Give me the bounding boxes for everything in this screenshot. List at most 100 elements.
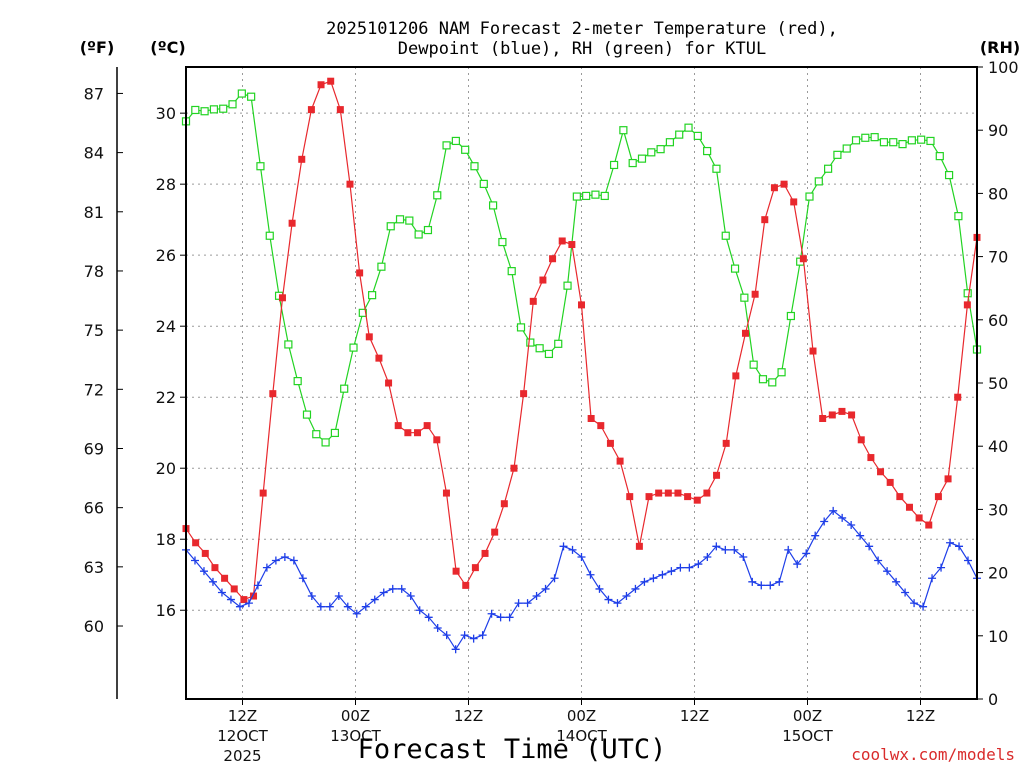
data-point [619,126,628,135]
celsius-tick-label: 18 [156,530,176,549]
data-point [770,184,778,192]
data-point [857,436,865,444]
data-point [749,360,758,369]
data-point [780,180,788,188]
data-point [221,574,229,582]
credit-text: coolwx.com/models [851,745,1015,764]
data-point [397,584,406,593]
data-point [219,104,228,113]
data-point [582,191,591,201]
rh-tick-label: 100 [988,58,1019,77]
data-point [586,570,595,579]
data-point [423,225,433,235]
data-point [917,135,926,144]
data-point [541,584,550,593]
rh-tick-label: 50 [988,374,1008,393]
data-point [395,215,405,224]
data-point [925,521,933,529]
data-point [732,372,740,380]
data-point [879,138,889,147]
data-point [578,301,585,309]
data-point [550,574,559,583]
data-point [883,567,892,576]
fahrenheit-tick-label: 63 [84,558,104,577]
data-point [498,237,507,247]
data-point [786,311,795,321]
data-point [865,542,874,551]
data-point [488,201,498,210]
data-point [649,574,658,583]
rh-tick-label: 90 [988,121,1008,140]
data-point [535,344,544,353]
data-point [288,219,296,227]
data-point [316,602,325,611]
data-point [244,599,253,608]
data-point [200,107,209,116]
data-point [793,560,802,569]
data-point [685,563,694,572]
data-point [597,422,605,430]
data-point [591,190,600,199]
data-point [955,542,964,551]
data-point [905,503,913,511]
data-point [814,177,823,186]
data-point [415,606,424,615]
data-point [365,333,373,341]
data-point [544,349,554,359]
data-point [647,148,656,157]
data-point [631,584,640,593]
data-point [640,577,649,586]
data-point [595,584,604,593]
data-point [298,574,307,583]
data-point [240,596,248,604]
data-point [230,585,238,593]
fahrenheit-tick-label: 60 [84,617,104,636]
data-point [867,454,875,462]
data-point [819,415,827,423]
data-point [394,422,402,430]
data-point [874,556,883,565]
data-point [637,154,647,163]
x-axis-label: Forecast Time (UTC) [358,734,667,765]
data-point [271,556,280,565]
data-point [199,567,208,576]
data-point [675,130,684,139]
data-point [191,105,200,115]
data-point [302,410,312,419]
data-point [919,602,928,611]
data-point [838,513,847,522]
y-axis-fahrenheit-unit: (ºF) [80,38,115,57]
data-point [568,545,577,554]
data-point [847,521,856,530]
data-point [802,549,811,558]
data-point [928,574,937,583]
x-tick-label-time: 12Z [454,707,483,725]
data-point [479,179,488,189]
data-point [964,556,973,565]
data-point [250,592,258,600]
data-point [761,216,769,224]
fahrenheit-tick-label: 78 [84,262,104,281]
celsius-tick-label: 30 [156,104,176,123]
data-point [693,496,701,504]
data-point [217,588,226,597]
data-point [558,237,566,245]
data-point [481,549,489,557]
fahrenheit-tick-label: 66 [84,499,104,518]
data-point [201,549,209,557]
data-point [532,592,541,601]
data-point [563,281,572,290]
data-point [751,290,759,298]
data-point [954,393,962,401]
data-point [809,347,817,355]
fahrenheit-tick-label: 69 [84,439,104,458]
data-point [645,493,653,501]
x-tick-label-time: 00Z [793,707,822,725]
data-point [211,564,219,572]
data-point [926,136,935,146]
data-point [235,602,244,611]
data-point [442,631,451,640]
data-point [889,138,898,147]
data-point [321,438,330,447]
data-point [317,81,325,89]
